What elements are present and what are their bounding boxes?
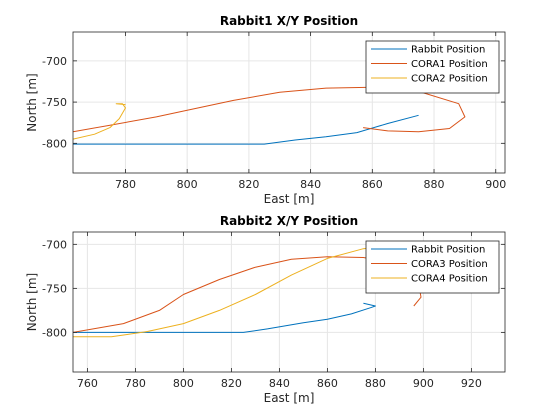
x-tick-label: 780 [115, 178, 136, 191]
x-tick-label: 880 [365, 377, 386, 390]
x-tick-label: 820 [238, 178, 259, 191]
x-tick-label: 800 [177, 178, 198, 191]
y-tick-label: -700 [42, 55, 67, 68]
legend-entry: CORA4 Position [411, 274, 488, 285]
x-tick-label: 840 [300, 178, 321, 191]
subplot-rabbit2: 760 780 800 820 840 860 880 900 920 -800 -750 -700 R… [25, 214, 506, 405]
legend-entry: Rabbit Position [411, 245, 485, 256]
series-line-cora4-position [73, 245, 388, 338]
subplot-rabbit1: 780 800 820 840 860 880 900 -800 -750 -700 Rabbit1… [25, 14, 506, 206]
series-line-rabbit-position [73, 114, 419, 145]
y-axis-label: North [m] [25, 273, 39, 331]
legend: Rabbit Position CORA1 Position CORA2 Posit… [365, 40, 500, 94]
legend-entry: CORA1 Position [411, 59, 488, 70]
axes-box [72, 31, 506, 174]
axes-box [72, 231, 506, 373]
y-tick-label: -700 [42, 238, 67, 251]
x-tick-label: 900 [485, 178, 506, 191]
x-axis-label: East [m] [264, 391, 315, 405]
x-tick-label: 920 [461, 377, 482, 390]
chart-title: Rabbit2 X/Y Position [220, 214, 358, 228]
y-tick-label: -800 [42, 137, 67, 150]
x-tick-label: 800 [173, 377, 194, 390]
x-tick-label: 840 [269, 377, 290, 390]
x-axis-label: East [m] [264, 192, 315, 206]
x-tick-label: 780 [125, 377, 146, 390]
y-axis-label: North [m] [25, 73, 39, 131]
series-line-rabbit-position [73, 302, 376, 333]
x-tick-label: 820 [221, 377, 242, 390]
x-tick-label: 860 [362, 178, 383, 191]
x-tick-label: 900 [413, 377, 434, 390]
x-tick-label: 760 [77, 377, 98, 390]
y-tick-label: -750 [42, 96, 67, 109]
legend-entry: CORA3 Position [411, 259, 488, 270]
legend-box [365, 240, 500, 294]
y-tick-label: -800 [42, 326, 67, 339]
chart-title: Rabbit1 X/Y Position [220, 14, 358, 28]
x-tick-label: 880 [424, 178, 445, 191]
y-tick-label: -750 [42, 282, 67, 295]
legend-entry: Rabbit Position [411, 45, 485, 56]
legend: Rabbit Position CORA3 Position CORA4 Posit… [365, 240, 500, 294]
legend-box [365, 40, 500, 94]
legend-entry: CORA2 Position [411, 74, 488, 85]
series-line-cora2-position [73, 103, 126, 140]
x-tick-label: 860 [317, 377, 338, 390]
